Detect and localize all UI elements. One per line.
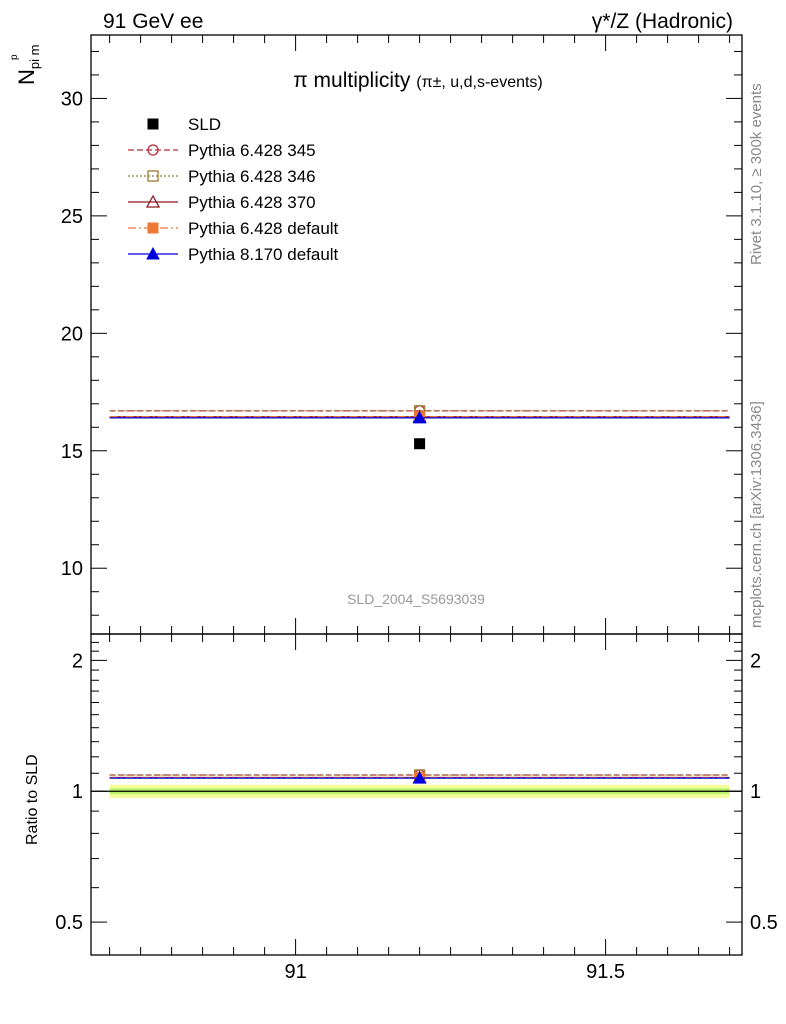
y-tick-label: 20	[61, 323, 83, 345]
ratio-y-tick-label: 2	[72, 650, 83, 672]
series-point-0	[414, 438, 426, 450]
y-label-sub: pi m	[27, 45, 42, 70]
ratio-y-label: Ratio to SLD	[24, 754, 41, 845]
y-axis-label: Npi m	[14, 45, 42, 85]
legend-marker-1	[147, 144, 159, 156]
main-title: π multiplicity (π±, u,d,s-events)	[293, 69, 543, 92]
mcplots-label: mcplots.cern.ch [arXiv:1306.3436]	[748, 401, 765, 628]
ratio-y-tick-label: 0.5	[55, 912, 83, 934]
ratio-panel: 0.5 0.5 1 1 2 2 91 91.5 Ratio to SLD	[24, 633, 778, 983]
ratio-y-tick-label: 1	[72, 781, 83, 803]
y-label-main: N	[14, 69, 39, 85]
rivet-label: Rivet 3.1.10, ≥ 300k events	[748, 83, 765, 265]
x-tick-label: 91	[284, 961, 306, 983]
ratio-y-tick-label-right: 2	[750, 650, 761, 672]
legend-marker-3	[145, 194, 161, 208]
legend-label-5: Pythia 8.170 default	[188, 245, 339, 264]
ratio-series	[109, 769, 730, 784]
y-label-sup: p	[9, 54, 20, 60]
legend-marker-2	[147, 170, 159, 182]
legend: SLD Pythia 6.428 345 Pythia 6.428 346 Pythi…	[128, 115, 339, 264]
ratio-ticks: 0.5 0.5 1 1 2 2 91 91.5	[55, 633, 778, 983]
legend-marker-5	[146, 246, 160, 260]
y-tick-label: 25	[61, 206, 83, 228]
legend-marker-0	[147, 118, 159, 130]
y-tick-label: 10	[61, 558, 83, 580]
ratio-frame	[90, 633, 743, 956]
main-series	[109, 405, 730, 450]
legend-label-1: Pythia 6.428 345	[188, 141, 316, 160]
legend-label-4: Pythia 6.428 default	[188, 219, 339, 238]
watermark: SLD_2004_S5693039	[347, 591, 485, 607]
header-left-label: 91 GeV ee	[103, 10, 203, 33]
main-panel: 10 15 20 25 30 π multiplicity (π±, u,d,s-eve…	[9, 34, 743, 635]
legend-marker-4	[147, 222, 159, 234]
ratio-y-tick-label-right: 1	[750, 781, 761, 803]
legend-label-0: SLD	[188, 115, 221, 134]
series-point-5	[412, 410, 427, 424]
y-tick-label: 15	[61, 441, 83, 463]
ratio-band	[91, 784, 742, 798]
ratio-point-4	[412, 771, 427, 784]
legend-label-3: Pythia 6.428 370	[188, 193, 316, 212]
y-tick-label: 30	[61, 88, 83, 110]
header-right-label: γ*/Z (Hadronic)	[592, 10, 733, 33]
legend-label-2: Pythia 6.428 346	[188, 167, 316, 186]
x-tick-label: 91.5	[586, 961, 625, 983]
ratio-y-tick-label-right: 0.5	[750, 912, 778, 934]
title-suffix: (π±, u,d,s-events)	[416, 74, 543, 91]
title-main: π multiplicity	[293, 69, 411, 92]
main-ticks: 10 15 20 25 30	[61, 35, 742, 634]
